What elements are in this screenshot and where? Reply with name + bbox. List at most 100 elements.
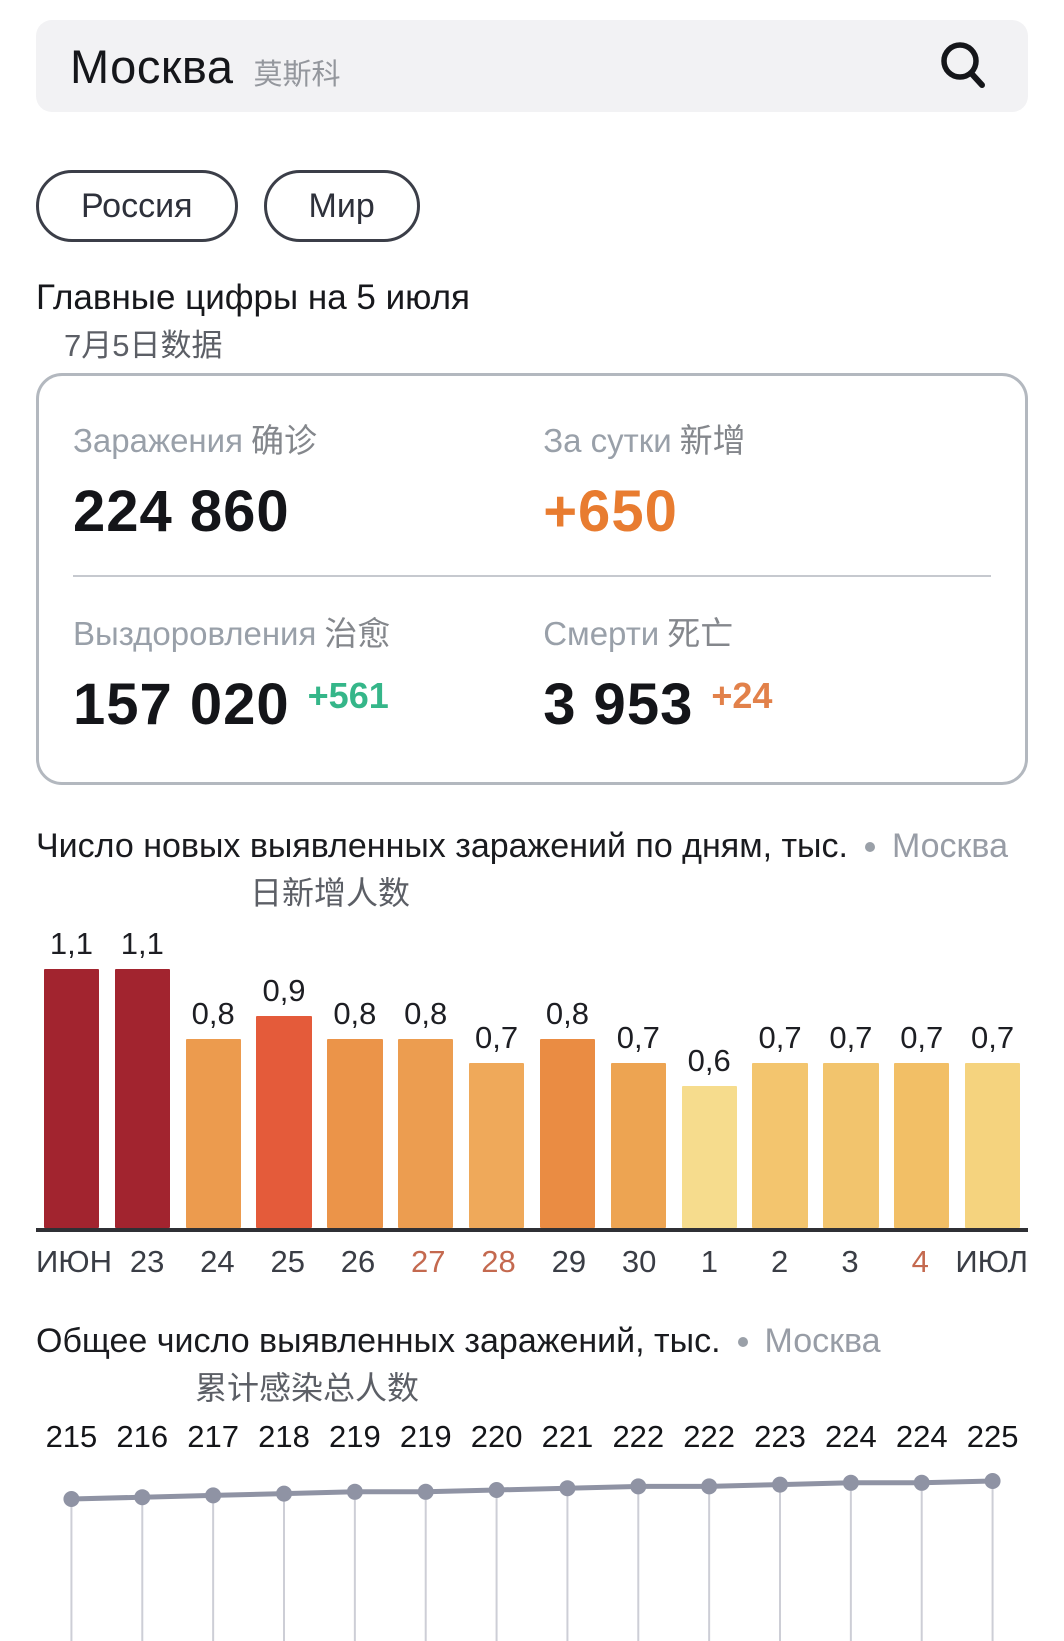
point-value-label: 224	[825, 1419, 877, 1454]
stat-recoveries-value: 157 020	[73, 672, 290, 737]
stat-infections: Заражения 确诊 224 860	[73, 414, 543, 545]
point-value-label: 222	[612, 1419, 665, 1454]
axis-label: 24	[200, 1244, 235, 1279]
bar-slot: 1,1	[107, 926, 178, 1228]
total-chart-region: Москва	[764, 1322, 881, 1360]
stat-deaths-label-translation: 死亡	[667, 615, 734, 652]
stat-daily-label-translation: 新增	[679, 422, 746, 459]
axis-label: 25	[270, 1244, 305, 1279]
stat-recoveries-delta: +561	[307, 675, 389, 716]
point-value-label: 219	[399, 1419, 452, 1454]
bar-value-label: 0,7	[829, 1020, 873, 1055]
bar	[468, 1063, 525, 1228]
axis-label: 27	[411, 1244, 446, 1279]
line-chart-canvas	[63, 1473, 1001, 1641]
daily-bar-chart: 1,1 1,1 0,8 0,9 0,8 0,8 0,7 0,8 0,7 0,6 0,7 0,7 0,7 0…	[36, 920, 1028, 1232]
point-value-label: 222	[683, 1419, 736, 1454]
axis-label: 26	[340, 1244, 376, 1279]
bar-value-label: 0,7	[900, 1020, 944, 1055]
summary-heading-translation: 7月5日数据	[64, 328, 223, 363]
page-title: Москва	[70, 39, 234, 93]
bar-slot: 0,6	[674, 1043, 745, 1228]
point-value-label: 215	[45, 1419, 98, 1454]
total-chart-title-translation: 累计感染总人数	[195, 1370, 420, 1406]
region-chips: Россия Мир	[36, 170, 1028, 242]
bar-value-label: 0,7	[616, 1020, 660, 1055]
bar	[43, 969, 100, 1228]
axis-label: 29	[551, 1244, 587, 1279]
chip-russia[interactable]: Россия	[36, 170, 238, 242]
axis-label: 3	[841, 1244, 859, 1279]
daily-chart-title: Число новых выявленных заражений по дням…	[36, 827, 848, 865]
stat-deaths: Смерти 死亡 3 953 +24	[543, 607, 991, 738]
daily-chart-title-translation: 日新增人数	[250, 875, 411, 911]
axis-label: ИЮН	[36, 1244, 112, 1279]
point-value-label: 216	[116, 1419, 169, 1454]
bar-slot: 0,7	[957, 1020, 1028, 1228]
bar-value-label: 1,1	[120, 926, 164, 961]
bar	[894, 1063, 950, 1228]
bar	[752, 1063, 808, 1228]
bar-value-label: 0,8	[545, 996, 589, 1031]
daily-chart-title-row: Число новых выявленных заражений по дням…	[36, 827, 1028, 866]
bar-slot: 0,9	[249, 973, 320, 1228]
bar-value-label: 0,6	[687, 1043, 731, 1078]
total-chart-title: Общее число выявленных заражений, тыс.	[36, 1322, 721, 1360]
stat-deaths-label: Смерти	[543, 615, 660, 652]
point-value-label: 218	[258, 1419, 310, 1454]
axis-label: 4	[911, 1244, 929, 1279]
stat-infections-label: Заражения	[73, 422, 243, 459]
bar-value-label: 0,8	[333, 996, 377, 1031]
bar	[256, 1016, 312, 1228]
bar-value-label: 0,7	[475, 1020, 519, 1055]
bar	[327, 1039, 383, 1228]
total-chart-value-labels: 215 216 217 218 219 219 220 221 222 222 223 224 224 2…	[36, 1419, 1028, 1455]
axis-label: ИЮЛ	[955, 1244, 1028, 1279]
axis-label: 28	[481, 1244, 516, 1279]
point-value-label: 219	[329, 1419, 381, 1454]
stat-daily-label: За сутки	[543, 422, 672, 459]
bar	[539, 1039, 596, 1228]
stat-recoveries: Выздоровления 治愈 157 020 +561	[73, 607, 543, 738]
summary-heading: Главные цифры на 5 июля	[36, 278, 470, 317]
bar-value-label: 0,8	[191, 996, 235, 1031]
point-value-label: 220	[470, 1419, 523, 1454]
bar-value-label: 0,7	[971, 1020, 1015, 1055]
bar-value-label: 0,7	[758, 1020, 802, 1055]
bar-slot: 0,7	[815, 1020, 886, 1228]
bar-value-label: 0,8	[404, 996, 448, 1031]
chip-world[interactable]: Мир	[263, 170, 420, 242]
point-value-label: 224	[895, 1419, 948, 1454]
total-line-chart: Яндекс	[36, 1459, 1028, 1641]
total-chart-title-row: Общее число выявленных заражений, тыс. М…	[36, 1322, 1028, 1361]
daily-chart-x-axis: ИЮН 23 24 25 26 27 28 29 30 1 2 3 4 ИЮЛ	[36, 1232, 1028, 1280]
bar	[964, 1063, 1021, 1228]
bar-value-label: 1,1	[49, 926, 93, 961]
point-value-label: 225	[966, 1419, 1019, 1454]
stat-daily-value: +650	[543, 479, 678, 544]
bar-slot: 0,7	[461, 1020, 532, 1228]
page-title-translation: 莫斯科	[253, 59, 341, 91]
bar-slot: 0,7	[745, 1020, 816, 1228]
stat-deaths-delta: +24	[711, 675, 773, 716]
bar-slot: 0,8	[532, 996, 603, 1228]
bar	[185, 1039, 241, 1228]
stat-daily: За сутки 新增 +650	[543, 414, 991, 545]
daily-chart-region: Москва	[891, 827, 1009, 865]
axis-label: 30	[621, 1244, 657, 1279]
bar-value-label: 0,9	[262, 973, 306, 1008]
search-icon[interactable]	[932, 35, 994, 97]
bar	[823, 1063, 879, 1228]
bar-slot: 0,8	[178, 996, 249, 1228]
stat-infections-value: 224 860	[73, 479, 290, 544]
stat-infections-label-translation: 确诊	[250, 422, 317, 459]
point-value-label: 223	[754, 1419, 806, 1454]
card-divider	[73, 575, 991, 577]
axis-label: 1	[700, 1244, 719, 1279]
stat-deaths-value: 3 953	[543, 672, 694, 737]
bar-slot: 0,8	[390, 996, 461, 1228]
bar	[610, 1063, 666, 1228]
search-bar[interactable]: Москва 莫斯科	[36, 20, 1028, 112]
bar-slot: 0,7	[603, 1020, 674, 1228]
bullet-separator-icon	[864, 841, 875, 852]
